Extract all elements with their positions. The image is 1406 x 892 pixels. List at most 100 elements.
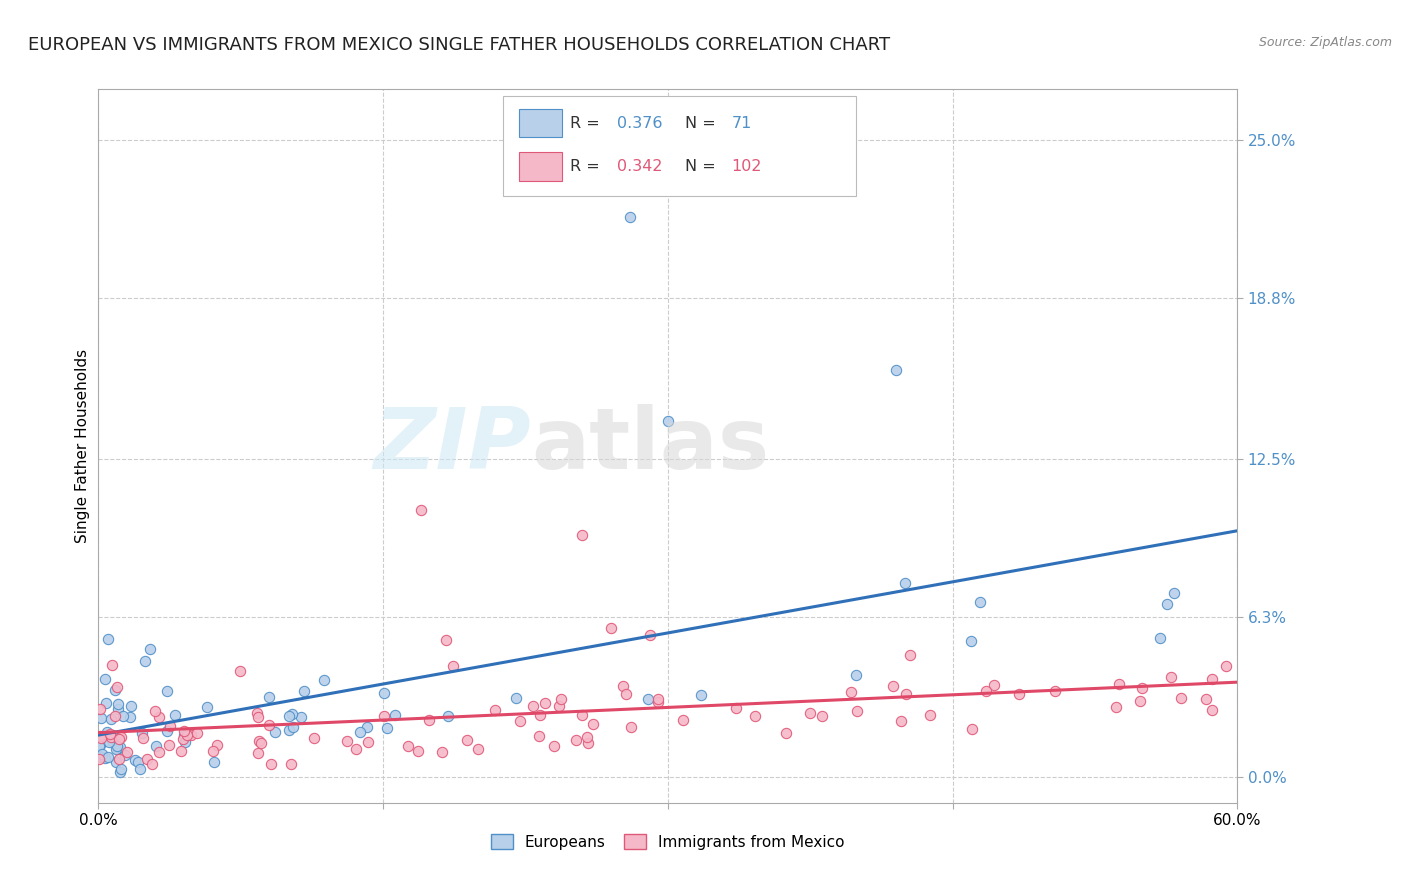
Text: N =: N = <box>685 116 721 130</box>
Point <box>94 696 117 710</box>
Text: 0.342: 0.342 <box>617 159 662 174</box>
Point <box>104 709 127 723</box>
Point <box>437 708 460 723</box>
Point <box>98 727 121 741</box>
Text: R =: R = <box>569 159 605 174</box>
Point <box>172 732 194 747</box>
Point <box>534 697 557 711</box>
Point <box>205 739 228 753</box>
Point <box>290 710 312 724</box>
Point <box>509 714 531 729</box>
Point <box>250 736 273 750</box>
Point <box>671 713 693 727</box>
Point <box>418 713 440 727</box>
Point <box>657 413 679 427</box>
Point <box>280 757 302 772</box>
Point <box>173 728 195 742</box>
Point <box>97 750 120 764</box>
Point <box>1156 597 1178 611</box>
Point <box>890 714 912 728</box>
Point <box>91 747 114 761</box>
Point <box>1045 684 1067 698</box>
Point <box>97 632 120 646</box>
Point <box>141 756 163 771</box>
Point <box>277 723 299 737</box>
Point <box>90 711 112 725</box>
Point <box>1160 670 1182 684</box>
Text: Source: ZipAtlas.com: Source: ZipAtlas.com <box>1258 36 1392 49</box>
Point <box>314 673 336 688</box>
Point <box>176 727 198 741</box>
Point <box>637 691 659 706</box>
Point <box>180 728 202 742</box>
Point <box>811 709 834 723</box>
Point <box>110 730 132 744</box>
Point <box>105 680 128 694</box>
Point <box>89 738 111 752</box>
Point <box>101 734 124 748</box>
Text: EUROPEAN VS IMMIGRANTS FROM MEXICO SINGLE FATHER HOUSEHOLDS CORRELATION CHART: EUROPEAN VS IMMIGRANTS FROM MEXICO SINGL… <box>28 36 890 54</box>
Point <box>725 701 748 715</box>
Point <box>89 702 111 716</box>
FancyBboxPatch shape <box>519 153 562 181</box>
Point <box>1149 632 1171 646</box>
Point <box>257 717 280 731</box>
Point <box>959 633 981 648</box>
Point <box>107 698 129 712</box>
Point <box>1201 673 1223 687</box>
Point <box>110 765 132 780</box>
Point <box>373 708 395 723</box>
Point <box>775 726 797 740</box>
Point <box>1007 687 1029 701</box>
Point <box>527 729 550 743</box>
Point <box>120 698 142 713</box>
Point <box>620 720 643 734</box>
Point <box>260 756 283 771</box>
Point <box>186 726 208 740</box>
Point <box>100 712 122 726</box>
Point <box>1163 586 1185 600</box>
Point <box>89 739 111 754</box>
Point <box>246 710 269 724</box>
Point <box>96 725 118 739</box>
Point <box>357 735 380 749</box>
Point <box>484 702 506 716</box>
Point <box>114 747 136 762</box>
Point <box>467 742 489 756</box>
Point <box>173 724 195 739</box>
Point <box>131 726 153 740</box>
Point <box>1104 699 1126 714</box>
Text: ZIP: ZIP <box>374 404 531 488</box>
Point <box>505 690 527 705</box>
Point <box>159 719 181 733</box>
Point <box>129 762 152 776</box>
Point <box>575 730 598 744</box>
Point <box>145 739 167 753</box>
Point <box>148 710 170 724</box>
Point <box>1201 703 1223 717</box>
Point <box>110 762 132 776</box>
Text: R =: R = <box>569 116 605 130</box>
Point <box>845 667 868 681</box>
Point <box>124 753 146 767</box>
Point <box>576 736 599 750</box>
Point <box>619 210 641 224</box>
Point <box>349 725 371 739</box>
Point <box>105 739 128 754</box>
Point <box>280 707 302 722</box>
Point <box>550 691 572 706</box>
Point <box>247 746 270 760</box>
Point <box>638 628 661 642</box>
Point <box>529 708 551 723</box>
Point <box>115 745 138 759</box>
Point <box>1108 677 1130 691</box>
Point <box>384 708 406 723</box>
Point <box>647 692 669 706</box>
Point <box>969 594 991 608</box>
Point <box>148 745 170 759</box>
Point <box>571 528 593 542</box>
Point <box>229 664 252 678</box>
Legend: Europeans, Immigrants from Mexico: Europeans, Immigrants from Mexico <box>485 828 851 855</box>
Point <box>108 739 131 754</box>
Point <box>600 621 623 635</box>
